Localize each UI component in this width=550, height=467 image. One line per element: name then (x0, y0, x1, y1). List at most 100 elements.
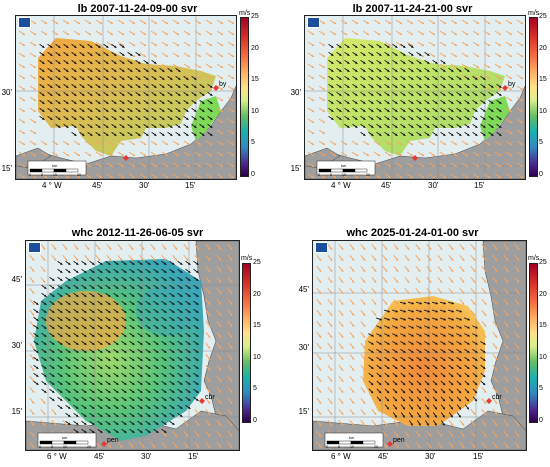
wind-vector-arrow (113, 412, 119, 418)
station-marker-icon[interactable] (199, 398, 205, 404)
wind-vector-arrow (81, 284, 87, 290)
wind-vector-arrow (153, 420, 159, 426)
wind-vector-arrow (81, 404, 87, 410)
model-wind-arrow (327, 387, 333, 393)
model-wind-arrow (216, 277, 222, 283)
model-wind-arrow (516, 52, 524, 58)
wind-vector-arrow (416, 380, 422, 386)
model-wind-arrow (183, 431, 189, 437)
wind-vector-arrow (97, 324, 103, 330)
model-wind-arrow (18, 41, 26, 47)
station-marker-icon[interactable] (123, 155, 129, 161)
map-area[interactable]: by km 0 5 10 20 (15, 15, 237, 180)
station-label: cbr (205, 394, 215, 401)
wind-vector-arrow (95, 67, 101, 73)
station-marker-icon[interactable] (213, 85, 219, 91)
wind-vector-arrow (119, 83, 125, 89)
wind-vector-arrow (161, 284, 167, 290)
wind-vector-arrow (111, 107, 117, 113)
wind-vector-arrow (193, 372, 199, 378)
wind-vector-arrow (207, 99, 213, 105)
wind-vector-arrow (193, 284, 199, 290)
wind-vector-arrow (89, 260, 95, 266)
station-marker-icon[interactable] (101, 441, 107, 447)
wind-vector-arrow (207, 91, 213, 97)
model-wind-arrow (227, 299, 233, 305)
wind-vector-arrow (95, 107, 101, 113)
wind-vector-arrow (185, 348, 191, 354)
wind-vector-arrow (105, 380, 111, 386)
wind-vector-arrow (113, 428, 119, 434)
wind-vector-arrow (151, 123, 157, 129)
station-marker-icon[interactable] (412, 155, 418, 161)
wind-vector-arrow (456, 333, 462, 337)
wind-vector-arrow (169, 388, 175, 394)
wind-vector-arrow (89, 380, 95, 386)
map-area[interactable]: by km 0 5 10 20 (304, 15, 526, 180)
wind-vector-arrow (328, 67, 334, 73)
model-wind-arrow (492, 255, 498, 261)
model-wind-arrow (205, 173, 213, 179)
model-wind-arrow (29, 151, 37, 157)
wind-vector-arrow (145, 284, 151, 290)
model-wind-arrow (516, 118, 524, 124)
wind-vector-arrow (113, 372, 119, 378)
wind-vector-arrow (456, 317, 462, 321)
wind-vector-arrow (431, 301, 439, 305)
wind-vector-arrow (440, 333, 446, 337)
model-wind-arrow (84, 151, 92, 157)
map-area[interactable]: pen cbr km 0 5 10 20 (312, 240, 527, 451)
model-wind-arrow (459, 244, 465, 250)
wind-vector-arrow (191, 83, 197, 89)
wind-vector-arrow (177, 364, 183, 370)
wind-vector-arrow (368, 380, 374, 386)
model-wind-arrow (481, 255, 487, 261)
wind-vector-arrow (440, 75, 446, 81)
wind-vector-arrow (185, 404, 191, 410)
wind-vector-arrow (55, 67, 61, 73)
wind-vector-arrow (360, 123, 366, 129)
model-wind-arrow (62, 151, 70, 157)
wind-vector-arrow (456, 388, 462, 394)
scale-tick-label: 10 (342, 173, 346, 177)
colorbar-tick: 10 (539, 354, 547, 361)
wind-vector-arrow (145, 364, 151, 370)
wind-vector-arrow (143, 75, 149, 81)
model-wind-arrow (406, 151, 414, 157)
model-wind-arrow (307, 129, 315, 135)
station-label: by (219, 81, 227, 88)
wind-vector-arrow (65, 404, 71, 410)
model-wind-arrow (106, 244, 112, 250)
wind-vector-arrow (159, 91, 165, 97)
station-marker-icon[interactable] (502, 85, 508, 91)
wind-vector-arrow (105, 300, 111, 306)
wind-vector-arrow (143, 91, 149, 97)
model-wind-arrow (448, 442, 454, 448)
station-marker-icon[interactable] (486, 398, 492, 404)
model-wind-arrow (483, 173, 491, 179)
model-wind-arrow (29, 321, 35, 327)
wind-vector-arrow (111, 123, 117, 129)
wind-vector-arrow (408, 59, 414, 65)
wind-vector-arrow (392, 91, 398, 97)
model-wind-arrow (216, 354, 222, 360)
map-area[interactable]: pen cbr km 0 5 10 20 (25, 240, 240, 451)
wind-vector-arrow (129, 268, 135, 274)
wind-vector-arrow (439, 301, 447, 305)
wind-vector-arrow (185, 340, 191, 346)
model-wind-arrow (437, 288, 443, 294)
model-wind-arrow (62, 244, 68, 250)
station-marker-icon[interactable] (387, 441, 393, 447)
model-wind-arrow (139, 442, 145, 448)
wind-vector-arrow (105, 388, 111, 394)
model-wind-arrow (205, 365, 211, 371)
model-wind-arrow (216, 52, 224, 58)
wind-vector-arrow (137, 292, 143, 298)
wind-vector-arrow (121, 380, 127, 386)
wind-vector-arrow (416, 333, 422, 337)
model-wind-arrow (382, 431, 388, 437)
wind-vector-arrow (153, 260, 159, 266)
wind-vector-arrow (57, 316, 63, 322)
wind-vector-arrow (408, 364, 414, 370)
wind-vector-arrow (167, 123, 173, 129)
